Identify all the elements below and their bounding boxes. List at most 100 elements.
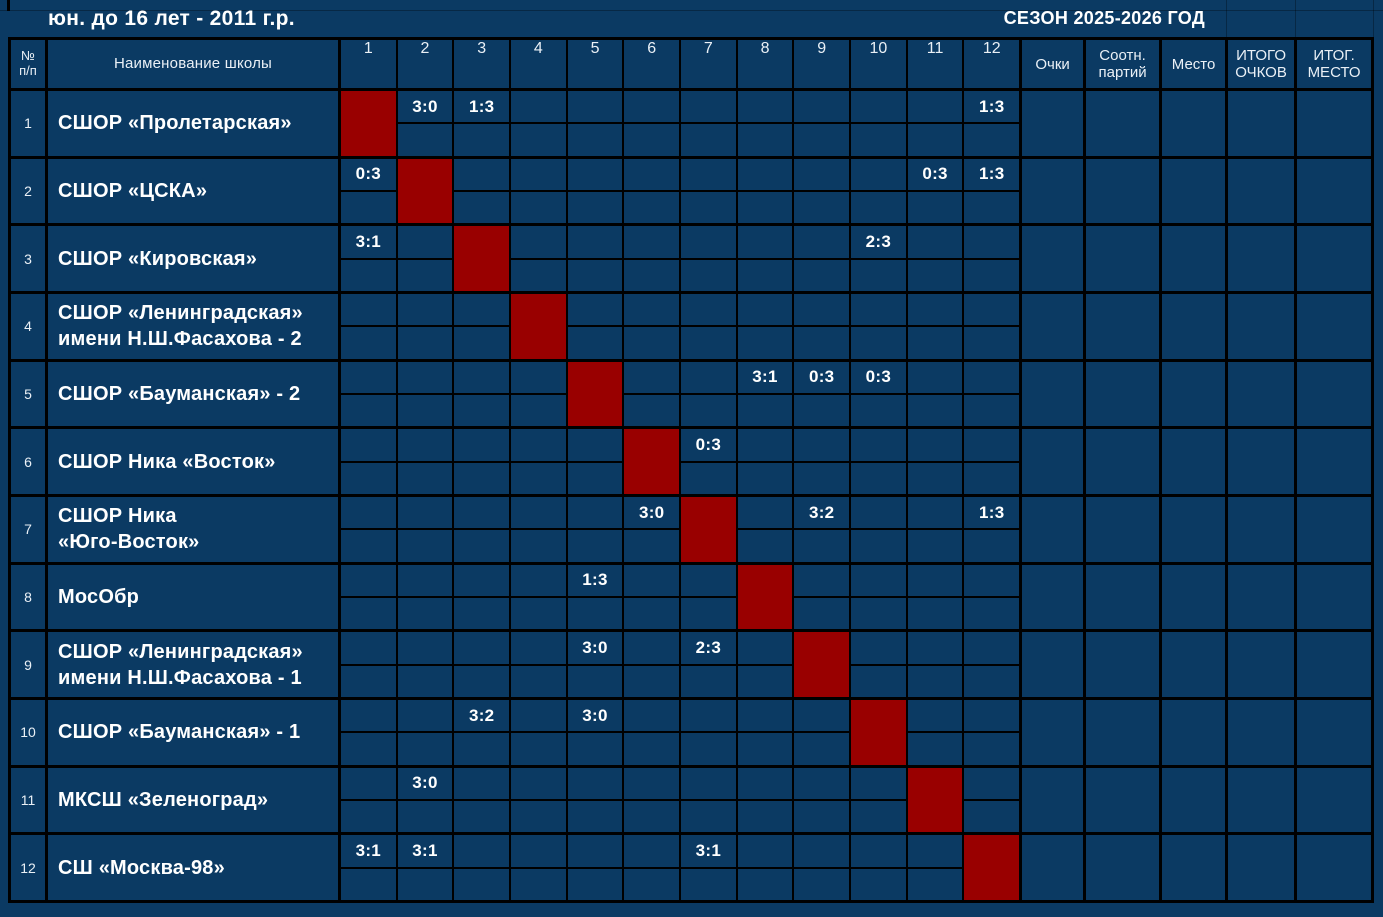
score-bottom-half — [568, 260, 623, 291]
score-cell — [681, 361, 738, 427]
team-row: 6 СШОР Ника «Восток» 0:3 — [11, 426, 1371, 495]
score-value — [737, 91, 793, 125]
score-value: 3:1 — [681, 835, 736, 869]
score-cell — [737, 835, 795, 901]
score-cell — [341, 294, 398, 359]
score-cell — [511, 564, 568, 630]
score-value — [341, 565, 396, 599]
score-value — [681, 768, 736, 802]
score-value — [567, 294, 623, 328]
score-bottom-half — [398, 124, 453, 155]
total-points-cell — [1228, 226, 1298, 292]
score-bottom-half — [454, 869, 509, 900]
score-bottom-half — [738, 666, 793, 697]
score-cell: 3:1 — [681, 835, 738, 901]
score-bottom-half — [908, 395, 963, 426]
score-bottom-half — [511, 124, 566, 155]
score-value — [907, 565, 963, 599]
score-cell — [341, 700, 398, 765]
score-value — [511, 159, 566, 192]
score-value — [454, 159, 510, 192]
team-number-cell: 4 — [11, 294, 48, 359]
header-round-9: 9 — [794, 40, 852, 88]
score-cell — [397, 361, 455, 427]
score-cell — [907, 835, 965, 901]
ratio-cell — [1086, 429, 1163, 495]
score-value — [454, 362, 510, 396]
score-cell — [907, 429, 965, 495]
team-row: 3 СШОР «Кировская» 3:1 2:3 — [11, 223, 1371, 292]
score-value: 0:3 — [681, 429, 736, 463]
place-cell — [1162, 497, 1229, 562]
points-cell — [1022, 91, 1087, 156]
team-name-cell: МосОбр — [48, 564, 341, 630]
diagonal-cell — [907, 767, 965, 833]
score-cell — [624, 700, 682, 765]
place-cell — [1162, 700, 1229, 765]
score-value — [964, 362, 1020, 396]
header-round-11: 11 — [908, 40, 965, 88]
ratio-cell — [1086, 700, 1163, 765]
score-cell — [681, 294, 738, 359]
score-bottom-half — [454, 327, 509, 358]
season-title: СЕЗОН 2025-2026 ГОД — [1003, 8, 1205, 28]
score-bottom-half — [964, 192, 1019, 223]
final-place-cell — [1297, 159, 1371, 224]
score-value: 1:3 — [454, 91, 510, 125]
score-bottom-half — [398, 463, 453, 494]
header-num: № п/п — [11, 40, 48, 88]
score-bottom-half — [964, 124, 1019, 155]
score-cell — [397, 632, 455, 698]
score-value — [511, 497, 566, 531]
score-bottom-half — [908, 327, 963, 358]
score-bottom-half — [454, 733, 509, 764]
score-value: 1:3 — [964, 91, 1020, 125]
score-value — [511, 565, 566, 599]
score-cell — [737, 226, 795, 292]
score-bottom-half — [624, 260, 679, 291]
score-cell — [907, 700, 965, 765]
score-bottom-half — [908, 530, 963, 561]
score-bottom-half — [964, 260, 1019, 291]
team-name-cell: СШОР «Бауманская» - 2 — [48, 361, 341, 427]
score-bottom-half — [341, 733, 396, 764]
score-cell — [851, 158, 908, 224]
diagonal-cell — [341, 91, 398, 156]
score-bottom-half — [908, 192, 963, 223]
score-bottom-half — [738, 395, 793, 426]
score-bottom-half — [681, 192, 736, 223]
team-number-cell: 12 — [11, 835, 48, 901]
ratio-cell — [1086, 767, 1163, 833]
team-name-cell: СШОР «ЦСКА» — [48, 158, 341, 224]
score-value — [681, 294, 736, 328]
team-name-cell: СШОР Ника «Юго-Восток» — [48, 497, 341, 562]
title-bar: юн. до 16 лет - 2011 г.р. СЕЗОН 2025-202… — [0, 0, 1383, 37]
score-cell — [567, 767, 625, 833]
final-place-cell — [1297, 429, 1371, 494]
score-bottom-half — [454, 395, 509, 426]
score-value: 3:1 — [341, 835, 396, 869]
score-bottom-half — [511, 395, 566, 426]
diagonal-cell — [681, 497, 738, 562]
score-bottom-half — [964, 327, 1019, 358]
header-round-4: 4 — [511, 40, 568, 88]
score-bottom-half — [851, 463, 906, 494]
score-bottom-half — [794, 530, 849, 561]
score-cell — [794, 564, 852, 630]
team-row: 10 СШОР «Бауманская» - 1 3:2 3:0 — [11, 697, 1371, 765]
score-cell — [511, 767, 568, 833]
score-value — [567, 497, 623, 531]
score-cell — [737, 497, 795, 562]
diagonal-cell — [737, 564, 795, 630]
final-place-cell — [1297, 226, 1371, 291]
score-value — [794, 768, 850, 802]
team-name-cell: СШОР «Бауманская» - 1 — [48, 700, 341, 765]
score-value — [624, 362, 680, 396]
score-bottom-half — [624, 801, 679, 832]
score-bottom-half — [454, 530, 509, 561]
score-value — [681, 565, 736, 599]
diagonal-cell — [624, 429, 682, 495]
score-cell — [851, 632, 908, 698]
header-round-1: 1 — [341, 40, 398, 88]
score-bottom-half — [738, 801, 793, 832]
